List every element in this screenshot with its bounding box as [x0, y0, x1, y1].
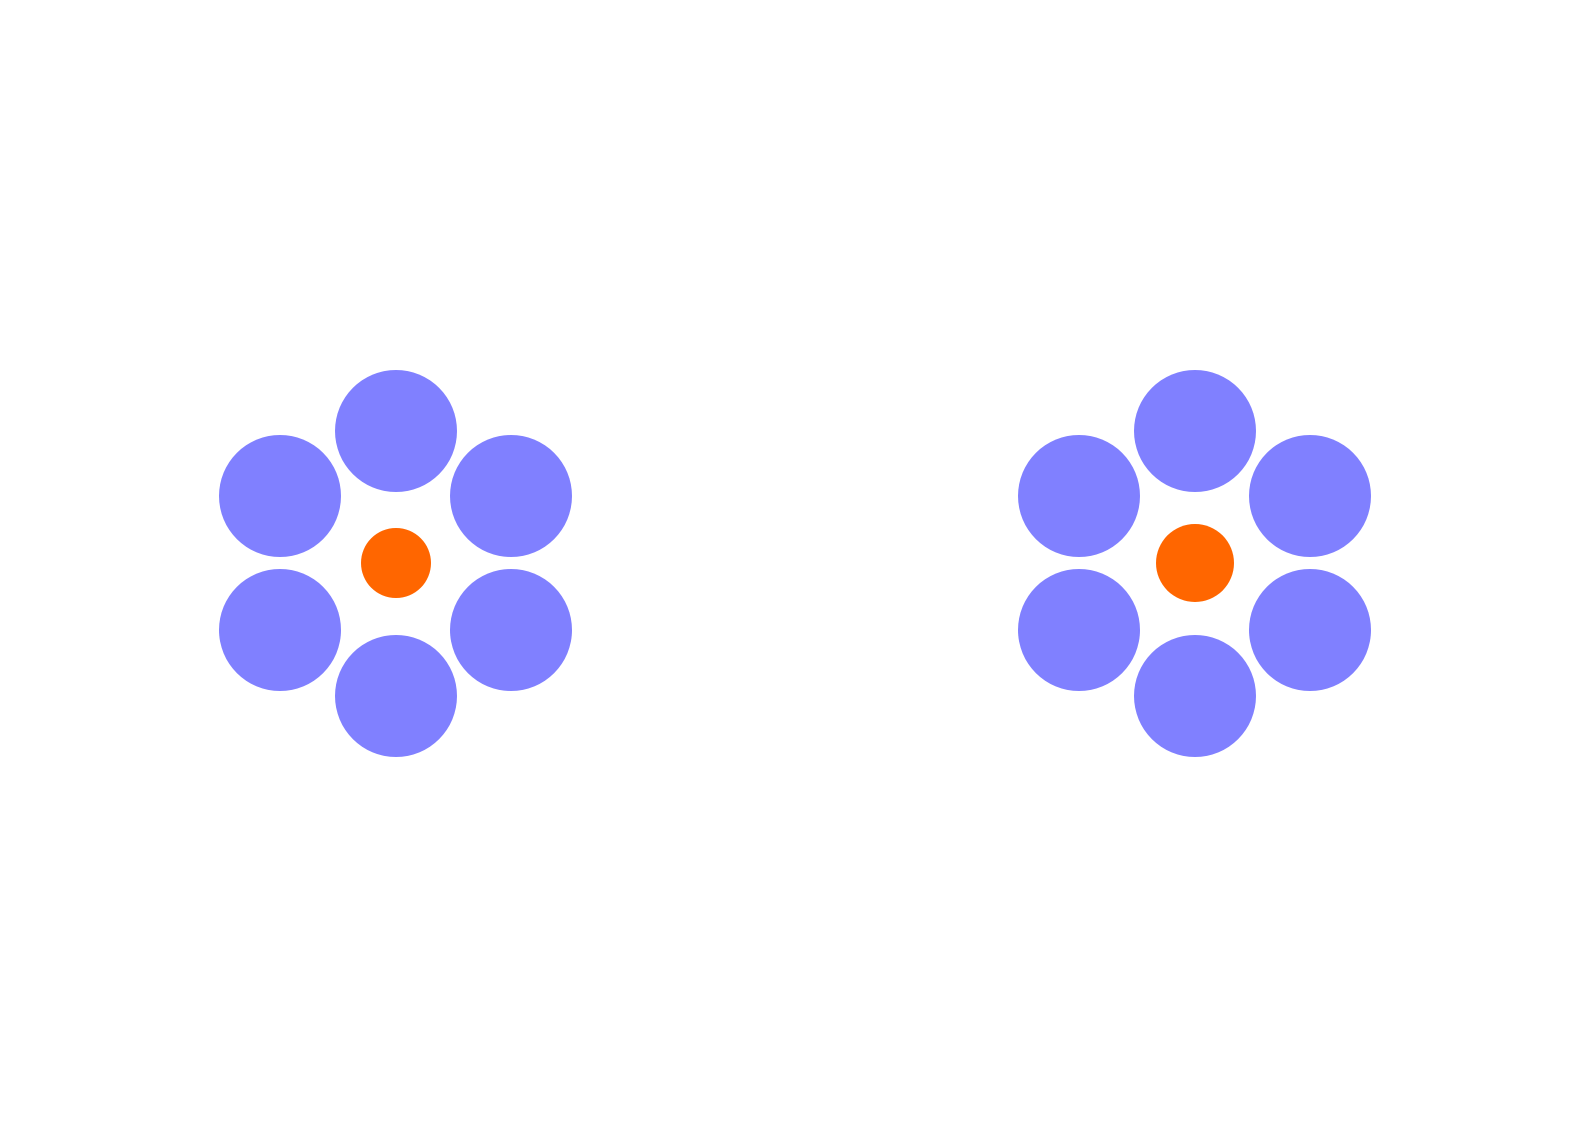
center-circle: [361, 528, 431, 598]
surround-circle: [1249, 435, 1371, 557]
right-figure: [1018, 370, 1371, 757]
surround-circle: [219, 569, 341, 691]
surround-circle: [1134, 635, 1256, 757]
surround-circle: [335, 635, 457, 757]
surround-circle: [1018, 569, 1140, 691]
surround-circle: [1134, 370, 1256, 492]
surround-circle: [450, 569, 572, 691]
left-figure: [219, 370, 572, 757]
surround-circle: [335, 370, 457, 492]
center-circle: [1156, 524, 1234, 602]
surround-circle: [219, 435, 341, 557]
surround-circle: [450, 435, 572, 557]
surround-circle: [1249, 569, 1371, 691]
surround-circle: [1018, 435, 1140, 557]
